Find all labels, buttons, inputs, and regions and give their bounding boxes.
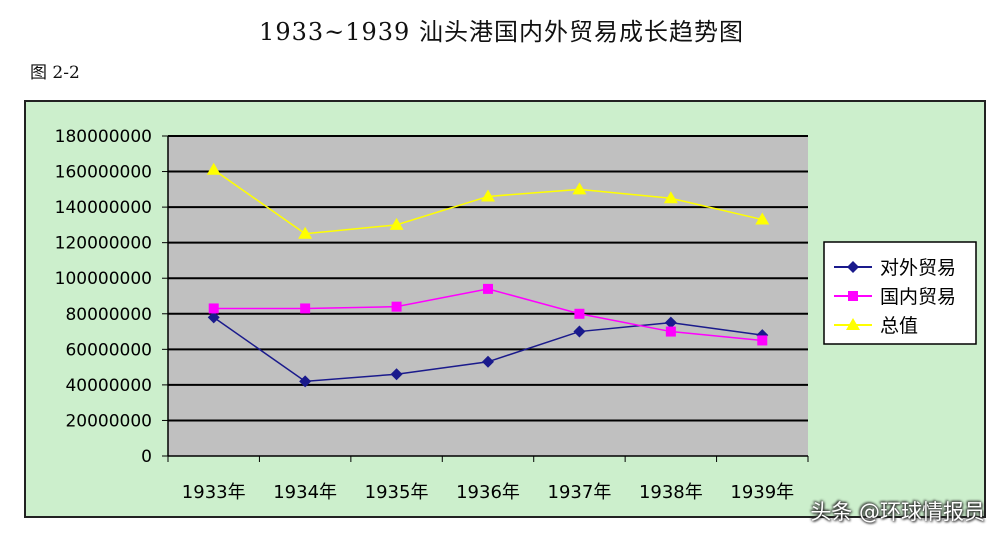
- x-tick-label: 1934年: [273, 482, 337, 503]
- line-chart: 0 20000000 40000000 60000000 80000000 1000000…: [55, 127, 977, 503]
- watermark: 头条 @环球情报员: [810, 500, 985, 524]
- data-point: [207, 311, 220, 324]
- data-point: [300, 303, 311, 314]
- figure-label: 图 2-2: [30, 63, 80, 83]
- data-point: [208, 303, 219, 314]
- legend-label: 总值: [880, 315, 918, 337]
- legend-label: 国内贸易: [880, 286, 956, 308]
- data-point: [206, 162, 221, 175]
- data-point: [481, 189, 495, 202]
- data-point: [391, 301, 402, 312]
- data-point: [298, 226, 313, 239]
- data-point: [389, 217, 404, 230]
- legend-label: 对外贸易: [880, 257, 956, 279]
- plot-background: [168, 136, 808, 456]
- data-point: [483, 283, 493, 294]
- y-tick-label: 180000000: [55, 127, 152, 147]
- x-tick-label: 1937年: [548, 482, 612, 503]
- y-tick-label: 20000000: [65, 411, 152, 431]
- y-tick-label: 0: [141, 447, 152, 467]
- data-point: [299, 375, 312, 388]
- chart-area: 0 20000000 40000000 60000000 80000000 1000000…: [24, 100, 986, 518]
- y-tick-label: 60000000: [65, 340, 152, 360]
- data-point: [757, 335, 768, 346]
- data-point: [755, 212, 770, 225]
- x-tick-label: 1936年: [456, 482, 520, 503]
- y-tick-label: 160000000: [55, 163, 152, 183]
- data-point: [663, 191, 678, 204]
- data-point: [664, 316, 677, 329]
- x-tick-label: 1933年: [182, 482, 246, 503]
- data-point: [572, 182, 587, 195]
- y-tick-label: 120000000: [55, 234, 152, 254]
- data-point: [573, 325, 586, 338]
- x-tick-label: 1938年: [639, 482, 703, 503]
- legend-marker: [848, 291, 858, 301]
- x-tick-label: 1939年: [730, 482, 794, 503]
- legend-marker: [846, 318, 860, 330]
- data-point: [390, 368, 403, 381]
- chart-title: 1933~1939 汕头港国内外贸易成长趋势图: [259, 18, 744, 46]
- y-tick-label: 80000000: [65, 305, 152, 325]
- y-tick-label: 140000000: [55, 198, 152, 218]
- legend-marker: [847, 261, 859, 273]
- x-tick-label: 1935年: [365, 482, 429, 503]
- y-tick-label: 100000000: [55, 269, 152, 289]
- data-point: [665, 326, 676, 337]
- data-point: [482, 355, 494, 368]
- y-tick-label: 40000000: [65, 376, 152, 396]
- data-point: [574, 308, 585, 319]
